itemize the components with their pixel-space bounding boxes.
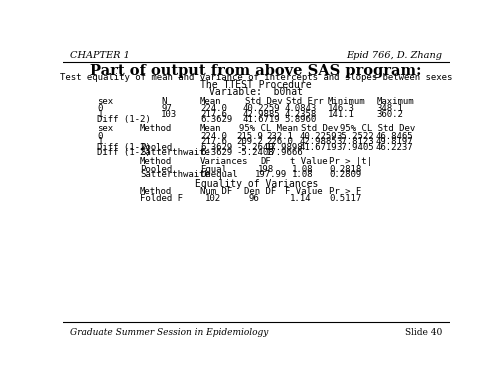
Text: Pooled: Pooled <box>140 164 172 174</box>
Text: Satterthwaite: Satterthwaite <box>140 170 210 179</box>
Text: 1.08: 1.08 <box>292 170 314 179</box>
Text: 37.8123: 37.8123 <box>337 137 374 146</box>
Text: 17.9666: 17.9666 <box>266 148 304 157</box>
Text: 224.0: 224.0 <box>200 132 227 141</box>
Text: 0: 0 <box>98 104 103 113</box>
Text: Folded F: Folded F <box>140 194 183 203</box>
Text: F Value: F Value <box>284 186 322 196</box>
Text: 0.5117: 0.5117 <box>329 194 362 203</box>
Text: Diff (1-2): Diff (1-2) <box>98 115 151 124</box>
Text: sex: sex <box>98 97 114 106</box>
Text: 49.8197: 49.8197 <box>376 137 413 146</box>
Text: 226.0: 226.0 <box>266 137 293 146</box>
Text: 41.6719: 41.6719 <box>300 142 338 152</box>
Text: Mean: Mean <box>200 97 222 106</box>
Text: 37.9405: 37.9405 <box>337 142 374 152</box>
Text: Equal: Equal <box>200 164 227 174</box>
Text: N: N <box>162 97 166 106</box>
Text: 4.2358: 4.2358 <box>284 110 317 119</box>
Text: 102: 102 <box>205 194 221 203</box>
Text: 141.1: 141.1 <box>328 110 355 119</box>
Text: Test equality of mean and variance of intercepts and slopes between sexes: Test equality of mean and variance of in… <box>60 73 452 82</box>
Text: 1: 1 <box>98 110 103 119</box>
Text: 217.6: 217.6 <box>200 110 227 119</box>
Text: 0.2809: 0.2809 <box>329 170 362 179</box>
Text: 6.3629: 6.3629 <box>200 148 232 157</box>
Text: Diff (1-2): Diff (1-2) <box>98 142 151 152</box>
Text: Variable:  b0hat: Variable: b0hat <box>209 87 303 97</box>
Text: Graduate Summer Session in Epidemiology: Graduate Summer Session in Epidemiology <box>70 328 268 337</box>
Text: sex: sex <box>98 124 114 134</box>
Text: 348.1: 348.1 <box>376 104 403 113</box>
Text: Num DF: Num DF <box>200 186 232 196</box>
Text: 41.6719: 41.6719 <box>242 115 281 124</box>
Text: Mean: Mean <box>200 124 222 134</box>
Text: 40.2259: 40.2259 <box>300 132 338 141</box>
Text: 146.3: 146.3 <box>328 104 355 113</box>
Text: Minimum: Minimum <box>328 97 366 106</box>
Text: 0: 0 <box>98 132 103 141</box>
Text: Den DF: Den DF <box>244 186 276 196</box>
Text: 1.14: 1.14 <box>290 194 312 203</box>
Text: 197.99: 197.99 <box>255 170 288 179</box>
Text: Pr > F: Pr > F <box>329 186 362 196</box>
Text: 40.2259: 40.2259 <box>242 104 281 113</box>
Text: 35.2522: 35.2522 <box>337 132 374 141</box>
Text: 0.2818: 0.2818 <box>329 164 362 174</box>
Text: Method: Method <box>140 124 172 134</box>
Text: 97: 97 <box>162 104 172 113</box>
Text: 6.3629: 6.3629 <box>200 115 232 124</box>
Text: Unequal: Unequal <box>200 170 237 179</box>
Text: 42.9885: 42.9885 <box>300 137 338 146</box>
Text: 4.0843: 4.0843 <box>284 104 317 113</box>
Text: 217.6: 217.6 <box>200 137 227 146</box>
Text: 209.2: 209.2 <box>236 137 263 146</box>
Text: Method: Method <box>140 157 172 166</box>
Text: Std Dev: Std Dev <box>301 124 339 134</box>
Text: 232.1: 232.1 <box>266 132 293 141</box>
Text: 198: 198 <box>258 164 274 174</box>
Text: 95% CL Std Dev: 95% CL Std Dev <box>340 124 415 134</box>
Text: 95% CL Mean: 95% CL Mean <box>239 124 298 134</box>
Text: DF: DF <box>260 157 271 166</box>
Text: Pr > |t|: Pr > |t| <box>329 157 372 166</box>
Text: Std Dev: Std Dev <box>244 97 282 106</box>
Text: Std Err: Std Err <box>286 97 324 106</box>
Text: 46.2237: 46.2237 <box>376 142 413 152</box>
Text: 5.8960: 5.8960 <box>284 115 317 124</box>
Text: 215.9: 215.9 <box>236 132 263 141</box>
Text: Maximum: Maximum <box>376 97 414 106</box>
Text: Diff (1-2): Diff (1-2) <box>98 148 151 157</box>
Text: 17.9898: 17.9898 <box>266 142 304 152</box>
Text: 6.3629: 6.3629 <box>200 142 232 152</box>
Text: 224.0: 224.0 <box>200 104 227 113</box>
Text: Pooled: Pooled <box>140 142 172 152</box>
Text: Slide 40: Slide 40 <box>405 328 442 337</box>
Text: 42.9885: 42.9885 <box>242 110 281 119</box>
Text: -5.2408: -5.2408 <box>236 148 274 157</box>
Text: 96: 96 <box>249 194 260 203</box>
Text: 1: 1 <box>98 137 103 146</box>
Text: CHAPTER 1: CHAPTER 1 <box>70 51 130 60</box>
Text: Part of output from above SAS program:: Part of output from above SAS program: <box>90 64 422 78</box>
Text: Epid 766, D. Zhang: Epid 766, D. Zhang <box>346 51 442 60</box>
Text: Equality of Variances: Equality of Variances <box>194 179 318 189</box>
Text: 46.8465: 46.8465 <box>376 132 413 141</box>
Text: The TTEST Procedure: The TTEST Procedure <box>200 80 312 90</box>
Text: Satterthwaite: Satterthwaite <box>140 148 210 157</box>
Text: 360.2: 360.2 <box>376 110 403 119</box>
Text: 103: 103 <box>162 110 178 119</box>
Text: 1.08: 1.08 <box>292 164 314 174</box>
Text: t Value: t Value <box>290 157 328 166</box>
Text: -5.2640: -5.2640 <box>236 142 274 152</box>
Text: Method: Method <box>140 186 172 196</box>
Text: Variances: Variances <box>200 157 248 166</box>
